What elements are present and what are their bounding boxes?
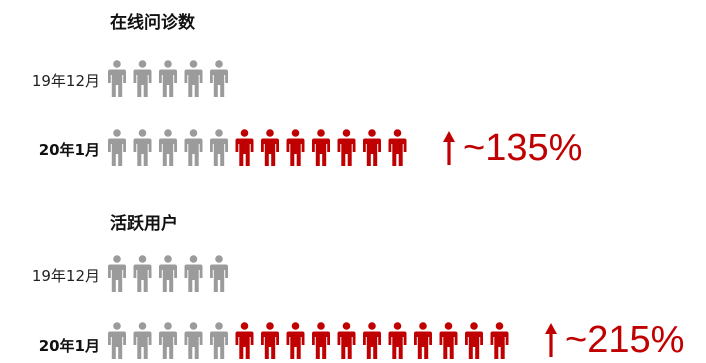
icon-row [108, 322, 509, 359]
person-icon [133, 255, 152, 292]
section-title-consultations: 在线问诊数 [110, 13, 195, 33]
person-icon [312, 322, 330, 359]
row-label-dec-users: 19年12月 [31, 267, 100, 285]
person-icon [184, 322, 203, 359]
person-icon [210, 255, 228, 292]
person-icon [414, 322, 432, 359]
icon-row [108, 129, 407, 166]
person-icon [184, 129, 203, 166]
growth-label: ~135% [463, 127, 583, 169]
growth-indicator-consultations: ~135% [443, 126, 582, 170]
growth-label: ~215% [565, 319, 685, 361]
person-icon [159, 322, 177, 359]
growth-indicator-active-users: ~215% [545, 318, 684, 362]
person-icon [465, 322, 483, 359]
icon-row [108, 60, 228, 97]
arrow-up-icon [443, 131, 455, 165]
person-icon [133, 322, 152, 359]
row-label-jan-consultations: 20年1月 [38, 141, 100, 159]
row-label-dec-consultations: 19年12月 [31, 72, 100, 90]
person-icon [235, 129, 254, 166]
person-icon [210, 60, 228, 97]
person-icon [108, 255, 126, 292]
person-icon [388, 322, 407, 359]
person-icon [490, 322, 509, 359]
person-icon [108, 129, 126, 166]
person-icon [159, 129, 177, 166]
person-icon [286, 129, 305, 166]
icon-row [108, 255, 228, 292]
person-icon [159, 60, 177, 97]
person-icon [286, 322, 305, 359]
row-label-jan-users: 20年1月 [38, 337, 100, 355]
person-icon [133, 60, 152, 97]
arrow-up-icon [545, 323, 557, 357]
person-icon [210, 129, 228, 166]
person-icon [337, 129, 356, 166]
person-icon [184, 60, 203, 97]
person-icon [363, 322, 381, 359]
person-icon [337, 322, 356, 359]
person-icon [439, 322, 458, 359]
person-icon [184, 255, 203, 292]
person-icon [133, 129, 152, 166]
person-icon [210, 322, 228, 359]
person-icon [159, 255, 177, 292]
person-icon [388, 129, 407, 166]
person-icon [261, 322, 279, 359]
person-icon [312, 129, 330, 166]
person-icon [108, 60, 126, 97]
person-icon [235, 322, 254, 359]
person-icon [261, 129, 279, 166]
section-title-active-users: 活跃用户 [110, 214, 178, 234]
person-icon [363, 129, 381, 166]
person-icon [108, 322, 126, 359]
